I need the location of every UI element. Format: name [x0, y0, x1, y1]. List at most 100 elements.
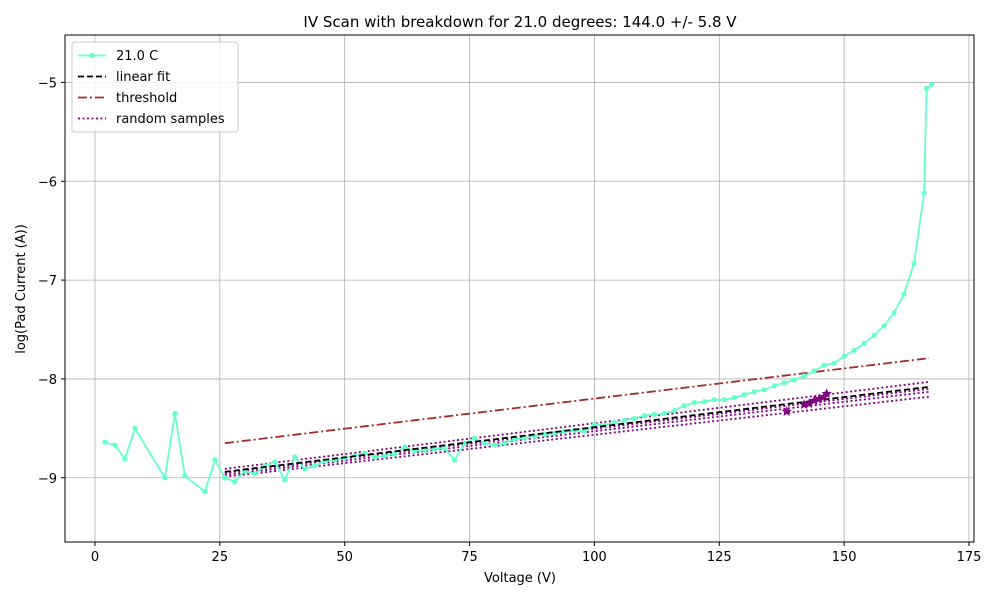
measured-point	[591, 421, 598, 427]
legend-entry-label: 21.0 C	[116, 49, 158, 64]
x-tick-label: 150	[832, 550, 857, 565]
legend: 21.0 C linear fit threshold random samples	[71, 41, 239, 133]
random-sample-line	[224, 395, 930, 478]
measured-point	[481, 440, 488, 446]
plot-frame	[64, 34, 975, 543]
y-tick-label: −5	[38, 76, 57, 91]
legend-entry-label: threshold	[116, 91, 177, 106]
random-sample-line	[224, 380, 930, 470]
measured-point	[232, 479, 238, 485]
measured-point	[621, 417, 627, 424]
measured-point	[721, 397, 727, 403]
measured-point	[611, 419, 617, 426]
measured-point	[781, 380, 787, 386]
breakdown-star-marker	[813, 393, 825, 404]
breakdown-star-marker	[821, 388, 832, 399]
measured-point	[102, 439, 108, 445]
x-tick-label: 75	[461, 550, 478, 565]
measured-point	[923, 85, 930, 91]
breakdown-markers	[781, 388, 832, 416]
measured-point	[871, 332, 877, 339]
chart-title: IV Scan with breakdown for 21.0 degrees:…	[303, 13, 737, 31]
measured-point	[122, 456, 128, 462]
x-tick-label: 100	[582, 550, 607, 565]
y-tick-label: −7	[38, 274, 57, 289]
measured-point	[422, 447, 428, 453]
measured-point	[112, 442, 118, 448]
legend-swatch-marker	[89, 52, 95, 59]
measured-point	[491, 442, 498, 448]
random-sample-line	[224, 390, 930, 476]
measured-point	[252, 471, 258, 477]
measured-point	[691, 400, 697, 406]
measured-point	[661, 410, 667, 417]
measured-point	[581, 428, 588, 434]
measured-point	[392, 451, 398, 457]
measured-point	[821, 362, 827, 368]
measured-point	[731, 395, 737, 401]
y-axis-ticks: −9 −8 −7 −6 −5	[38, 76, 65, 487]
measured-line	[104, 83, 933, 494]
measured-point	[471, 435, 478, 441]
legend-box	[71, 41, 239, 133]
measured-point	[302, 466, 308, 472]
measured-point	[811, 368, 817, 374]
x-tick-label: 175	[957, 550, 982, 565]
breakdown-star-marker	[781, 406, 792, 416]
measured-point	[671, 407, 677, 414]
measured-point	[162, 475, 168, 481]
measured-point	[831, 360, 837, 366]
legend-entry-label: random samples	[116, 112, 225, 127]
measured-point	[222, 475, 228, 481]
breakdown-star-marker	[803, 398, 815, 409]
measured-point	[701, 399, 707, 405]
y-tick-label: −6	[38, 175, 57, 190]
y-axis-label: log(Pad Current (A))	[14, 224, 29, 354]
measured-point	[751, 389, 757, 395]
x-tick-label: 25	[212, 550, 229, 565]
measured-point	[431, 446, 438, 452]
measured-point	[921, 190, 927, 196]
measured-point	[312, 463, 318, 469]
measured-point	[501, 440, 508, 446]
x-tick-label: 125	[707, 550, 732, 565]
measured-point	[711, 397, 717, 403]
x-tick-label: 0	[91, 550, 99, 565]
grid	[65, 35, 974, 542]
measured-point	[771, 383, 777, 389]
measured-point	[382, 453, 388, 459]
x-tick-label: 50	[336, 550, 353, 565]
measured-point	[761, 387, 767, 393]
measured-point	[172, 410, 178, 417]
measured-point	[928, 81, 935, 88]
measured-point	[631, 415, 637, 422]
breakdown-star-marker	[798, 399, 810, 410]
y-tick-label: −9	[38, 472, 57, 487]
legend-entry-label: linear fit	[116, 70, 170, 85]
measured-point	[461, 440, 468, 446]
measured-point	[891, 310, 897, 316]
measured-point	[182, 473, 188, 479]
measured-point	[441, 445, 448, 451]
measured-point	[911, 260, 917, 266]
measured-point	[282, 477, 288, 483]
measured-point	[791, 377, 797, 383]
x-axis-label: Voltage (V)	[484, 571, 556, 586]
measured-point	[881, 322, 887, 329]
measured-point	[402, 444, 408, 450]
measured-point	[451, 457, 458, 463]
measured-point	[841, 353, 847, 359]
measured-point	[801, 373, 807, 379]
measured-point	[202, 488, 208, 495]
measured-point	[132, 425, 138, 431]
measured-point	[741, 392, 747, 398]
measured-point	[641, 412, 647, 419]
measured-point	[272, 459, 278, 465]
linear-fit-line	[224, 385, 930, 473]
breakdown-star-marker	[808, 395, 820, 406]
measured-point	[372, 454, 378, 460]
measured-point	[861, 340, 867, 346]
measured-point	[681, 403, 687, 409]
measured-point	[851, 347, 857, 353]
